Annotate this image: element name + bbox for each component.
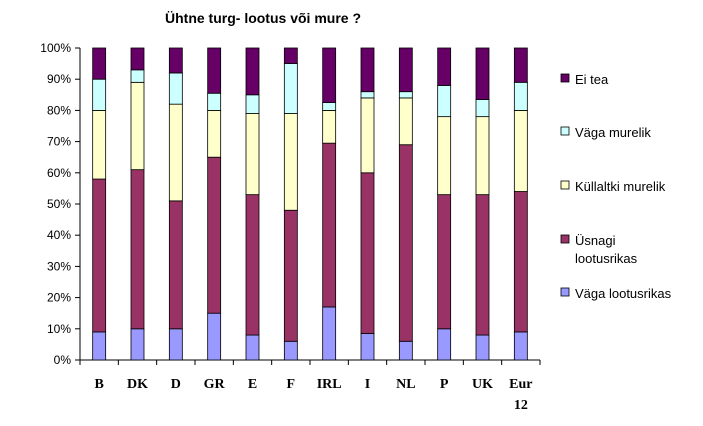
bar-segment [398, 340, 413, 361]
bar-segment [207, 92, 222, 111]
bar-segment [168, 200, 183, 330]
bar-segment [437, 85, 452, 118]
bar-segment [283, 340, 298, 361]
bar-segment [513, 331, 528, 361]
bar-segment [437, 47, 452, 86]
bar-segment [130, 69, 145, 83]
bar-segment [322, 47, 337, 103]
legend-label: Väga lootusrikas [575, 286, 672, 301]
bar-segment [513, 47, 528, 83]
bar-segment [360, 47, 375, 93]
legend: Ei tea Väga murelik Küllaltki murelik Üsnag… [560, 72, 672, 301]
legend-swatch [560, 180, 570, 190]
bar-segment [360, 97, 375, 174]
bar-segment [92, 331, 107, 361]
bar-segment [130, 47, 145, 71]
bar-segment [130, 328, 145, 361]
x-tick-label: Eur [509, 377, 532, 392]
x-tick-label: E [248, 377, 257, 392]
y-tick-label: 60% [47, 166, 71, 180]
bar-segment [322, 142, 337, 308]
bar-segment [207, 110, 222, 158]
bar-segment [475, 116, 490, 196]
y-tick-label: 80% [47, 103, 71, 117]
legend-label: Ei tea [575, 72, 609, 87]
y-tick-label: 20% [47, 291, 71, 305]
legend-label: Küllaltki murelik [575, 179, 666, 194]
x-tick-label: F [287, 377, 296, 392]
x-tick-label: DK [127, 377, 148, 392]
bar-segment [437, 328, 452, 361]
bar-segment [130, 169, 145, 330]
x-tick-label: NL [396, 377, 415, 392]
legend-label: lootusrikas [575, 251, 638, 266]
bar-segment [360, 91, 375, 99]
y-tick-label: 50% [47, 197, 71, 211]
bar-segment [207, 156, 222, 314]
bar-segment [92, 178, 107, 333]
y-tick-label: 90% [47, 72, 71, 86]
bar-segment [283, 47, 298, 65]
bar-segment [283, 63, 298, 114]
y-tick-label: 70% [47, 135, 71, 149]
bar-segment [168, 72, 183, 105]
plot-area: 0% 10% 20% 30% 40% 50% 60% 70% 80% 90% 100% B DK D GR E… [40, 41, 541, 413]
x-tick-label: B [94, 377, 103, 392]
bar-segment [322, 110, 337, 144]
bar-segment [398, 47, 413, 93]
y-tick-label: 40% [47, 228, 71, 242]
bar-segment [475, 47, 490, 100]
chart-title: Ühtne turg- lootus või mure ? [165, 10, 361, 26]
legend-swatch [560, 73, 570, 83]
legend-swatch [560, 287, 570, 297]
x-tick-label: GR [204, 377, 226, 392]
legend-swatch [560, 126, 570, 136]
bar-segment [322, 102, 337, 111]
bar-segment [513, 81, 528, 111]
x-tick-label: D [171, 377, 181, 392]
bar-segment [475, 99, 490, 118]
x-tick-label: I [365, 377, 370, 392]
bar-segment [92, 110, 107, 180]
bar-segment [92, 47, 107, 80]
x-tick-label: UK [472, 377, 493, 392]
legend-swatch [560, 234, 570, 244]
bar-segment [513, 191, 528, 333]
bar-segment [245, 334, 260, 361]
bar-segment [475, 334, 490, 361]
bar-segment [437, 116, 452, 196]
bar-segment [475, 194, 490, 336]
bar-segment [360, 172, 375, 334]
y-tick-label: 0% [54, 353, 72, 367]
bar-segment [245, 47, 260, 96]
legend-label: Üsnagi [575, 233, 616, 248]
bar-segment [283, 113, 298, 211]
y-tick-label: 30% [47, 259, 71, 273]
bar-segment [245, 113, 260, 196]
bar-segment [168, 103, 183, 202]
bar-segment [398, 144, 413, 342]
bar-segment [245, 94, 260, 114]
bar-segment [207, 312, 222, 361]
bar-segment [322, 306, 337, 361]
bar-segment [130, 81, 145, 171]
bar-segment [437, 194, 452, 330]
bar-segment [168, 328, 183, 361]
legend-label: Väga murelik [575, 125, 651, 140]
bar-segment [513, 110, 528, 192]
bar-segment [283, 209, 298, 342]
bar-segment [360, 333, 375, 361]
x-tick-label: P [440, 377, 449, 392]
bar-segment [207, 47, 222, 94]
bar-segment [168, 47, 183, 74]
x-tick-label: IRL [317, 377, 342, 392]
bar-segment [92, 78, 107, 111]
bar-segment [398, 97, 413, 146]
bar-segment [398, 91, 413, 99]
x-tick-label: 12 [514, 398, 528, 413]
bar-segment [245, 194, 260, 336]
y-tick-label: 100% [40, 41, 71, 55]
y-tick-label: 10% [47, 322, 71, 336]
